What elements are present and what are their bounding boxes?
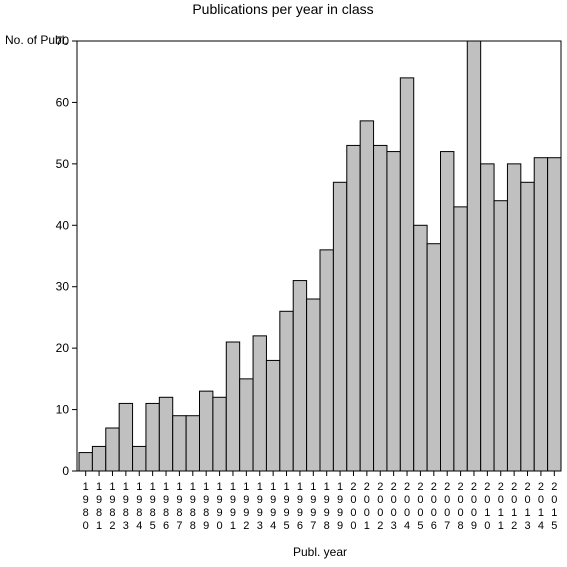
y-tick-label: 10 xyxy=(56,403,70,417)
bar-1994 xyxy=(265,359,281,472)
bar-1992 xyxy=(239,378,254,472)
bar-2012 xyxy=(506,163,522,472)
bars-group xyxy=(78,40,562,472)
y-tick-label: 40 xyxy=(56,218,70,232)
plot-frame xyxy=(76,40,562,472)
bar-1996 xyxy=(292,280,308,472)
bar-2004 xyxy=(399,77,415,472)
bar-1990 xyxy=(212,396,227,472)
bar-1997 xyxy=(306,298,321,472)
bar-1985 xyxy=(145,402,160,472)
bar-2005 xyxy=(413,224,428,472)
bar-1999 xyxy=(332,181,348,472)
bar-1983 xyxy=(118,402,134,472)
y-tick-label: 20 xyxy=(56,341,70,355)
bar-1993 xyxy=(252,335,267,472)
bar-1989 xyxy=(199,390,214,472)
bar-2015 xyxy=(547,157,562,472)
y-axis-label: No. of Publ. xyxy=(5,33,68,47)
bar-1998 xyxy=(319,249,334,472)
bar-2002 xyxy=(373,144,388,472)
bar-2001 xyxy=(359,120,375,472)
bar-1995 xyxy=(279,310,294,472)
chart-title: Publications per year in class xyxy=(192,1,373,17)
y-tick-label: 70 xyxy=(56,34,70,48)
y-tick-label: 0 xyxy=(62,464,69,478)
bar-2000 xyxy=(346,144,361,472)
bar-2014 xyxy=(533,157,549,472)
bar-1984 xyxy=(132,445,147,472)
bar-1988 xyxy=(185,415,201,472)
bar-1987 xyxy=(172,415,187,472)
bar-2007 xyxy=(440,151,455,472)
bar-1981 xyxy=(91,445,107,472)
y-tick-label: 30 xyxy=(56,280,70,294)
y-tick-label: 50 xyxy=(56,157,70,171)
bar-1986 xyxy=(158,396,174,472)
bar-1982 xyxy=(105,427,120,472)
bar-2010 xyxy=(480,163,495,472)
bar-1980 xyxy=(78,452,93,472)
bar-2006 xyxy=(426,243,441,472)
bar-2008 xyxy=(453,206,468,472)
bar-2009 xyxy=(466,40,482,472)
x-axis-ticks: 1 9 8 0 1 9 8 1 1 9 8 2 1 9 8 3 1 9 8 4 1 9 8 5 1 9 8 6 1 9 8 7 1 9 8 8 1 9 8 9… xyxy=(83,471,557,532)
x-axis-label: Publ. year xyxy=(293,545,347,559)
bar-2011 xyxy=(493,200,508,472)
bar-1991 xyxy=(225,341,241,472)
bar-2013 xyxy=(520,181,535,472)
y-axis-ticks: 0 10 20 30 40 50 60 70 xyxy=(56,34,77,478)
bar-2003 xyxy=(386,151,401,472)
y-tick-label: 60 xyxy=(56,95,70,109)
